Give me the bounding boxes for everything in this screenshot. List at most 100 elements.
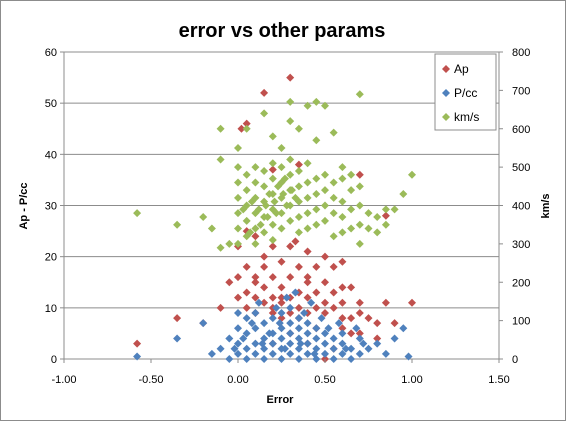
data-point — [242, 303, 251, 312]
data-point — [268, 308, 277, 317]
data-point — [260, 252, 269, 261]
data-point — [225, 239, 234, 248]
data-point — [234, 163, 242, 172]
data-point — [242, 355, 251, 363]
data-point — [364, 314, 373, 323]
data-point — [242, 170, 251, 179]
data-point — [381, 205, 390, 214]
data-point — [291, 237, 300, 246]
data-point — [317, 314, 326, 323]
data-point — [338, 283, 347, 292]
legend: Ap P/cc km/s — [434, 53, 497, 131]
data-point — [291, 288, 300, 297]
data-point — [268, 132, 277, 141]
data-point — [234, 178, 242, 187]
data-point — [277, 209, 286, 218]
data-point — [347, 224, 356, 233]
data-point — [312, 262, 321, 271]
data-point — [329, 232, 338, 241]
data-point — [268, 273, 277, 282]
data-point — [251, 224, 260, 233]
data-point — [216, 124, 225, 133]
data-point — [312, 205, 321, 214]
data-point — [355, 201, 364, 210]
data-point — [268, 242, 277, 251]
gridlines — [64, 102, 499, 309]
data-point — [321, 349, 329, 358]
data-point — [268, 165, 277, 174]
data-point — [294, 124, 303, 133]
data-point — [408, 170, 416, 179]
data-point — [303, 159, 312, 168]
legend-label: P/cc — [454, 86, 477, 100]
data-point — [234, 349, 242, 358]
data-point — [173, 334, 182, 343]
data-point — [355, 90, 364, 99]
data-point — [355, 170, 364, 179]
data-point — [364, 224, 373, 233]
data-point — [234, 239, 242, 248]
data-point — [286, 117, 295, 126]
data-point — [286, 303, 295, 312]
data-point — [312, 324, 321, 333]
data-point — [355, 349, 364, 358]
data-point — [312, 174, 321, 183]
data-point — [256, 220, 265, 229]
data-point — [260, 283, 269, 292]
data-points — [133, 73, 416, 363]
series-2 — [133, 90, 416, 252]
y2-tick-label: 200 — [512, 277, 530, 289]
data-point — [242, 216, 251, 225]
data-point — [303, 278, 312, 287]
data-point — [310, 349, 319, 358]
data-point — [251, 324, 260, 333]
data-point — [294, 262, 303, 271]
data-point — [373, 319, 382, 328]
data-point — [268, 293, 277, 302]
data-point — [251, 278, 260, 287]
data-point — [321, 101, 329, 110]
data-point — [234, 143, 242, 152]
data-point — [329, 178, 338, 187]
data-point — [303, 178, 312, 187]
data-point — [390, 205, 399, 214]
y2-tick-label: 0 — [512, 354, 518, 366]
y2-axis-ticks: 0 100 200 300 400 500 600 700 800 — [499, 47, 530, 366]
y-axis-ticks: 0 10 20 30 40 50 60 — [45, 47, 64, 366]
data-point — [254, 298, 263, 307]
data-point — [390, 334, 399, 343]
data-point — [251, 339, 260, 348]
data-point — [287, 186, 296, 195]
data-point — [133, 352, 142, 361]
data-point — [373, 228, 382, 237]
data-point — [294, 228, 303, 237]
data-point — [207, 349, 216, 358]
data-point — [242, 344, 251, 353]
data-point — [294, 355, 303, 363]
data-point — [242, 119, 251, 128]
y2-tick-label: 500 — [512, 162, 530, 174]
data-point — [242, 186, 251, 195]
data-point — [268, 174, 277, 183]
data-point — [237, 124, 246, 133]
y-tick-label: 40 — [45, 149, 57, 161]
data-point — [321, 216, 329, 225]
data-point — [247, 319, 256, 328]
data-point — [286, 155, 295, 164]
data-point — [234, 273, 242, 282]
data-point — [230, 344, 239, 353]
y-tick-label: 10 — [45, 303, 57, 315]
data-point — [303, 339, 312, 348]
legend-marker — [442, 65, 450, 73]
data-point — [277, 334, 286, 343]
data-point — [282, 201, 291, 210]
data-point — [216, 303, 225, 312]
data-point — [321, 278, 329, 287]
y-tick-label: 50 — [45, 98, 57, 110]
data-point — [286, 339, 295, 348]
data-point — [347, 186, 356, 195]
data-point — [381, 220, 390, 229]
data-point — [265, 189, 274, 198]
